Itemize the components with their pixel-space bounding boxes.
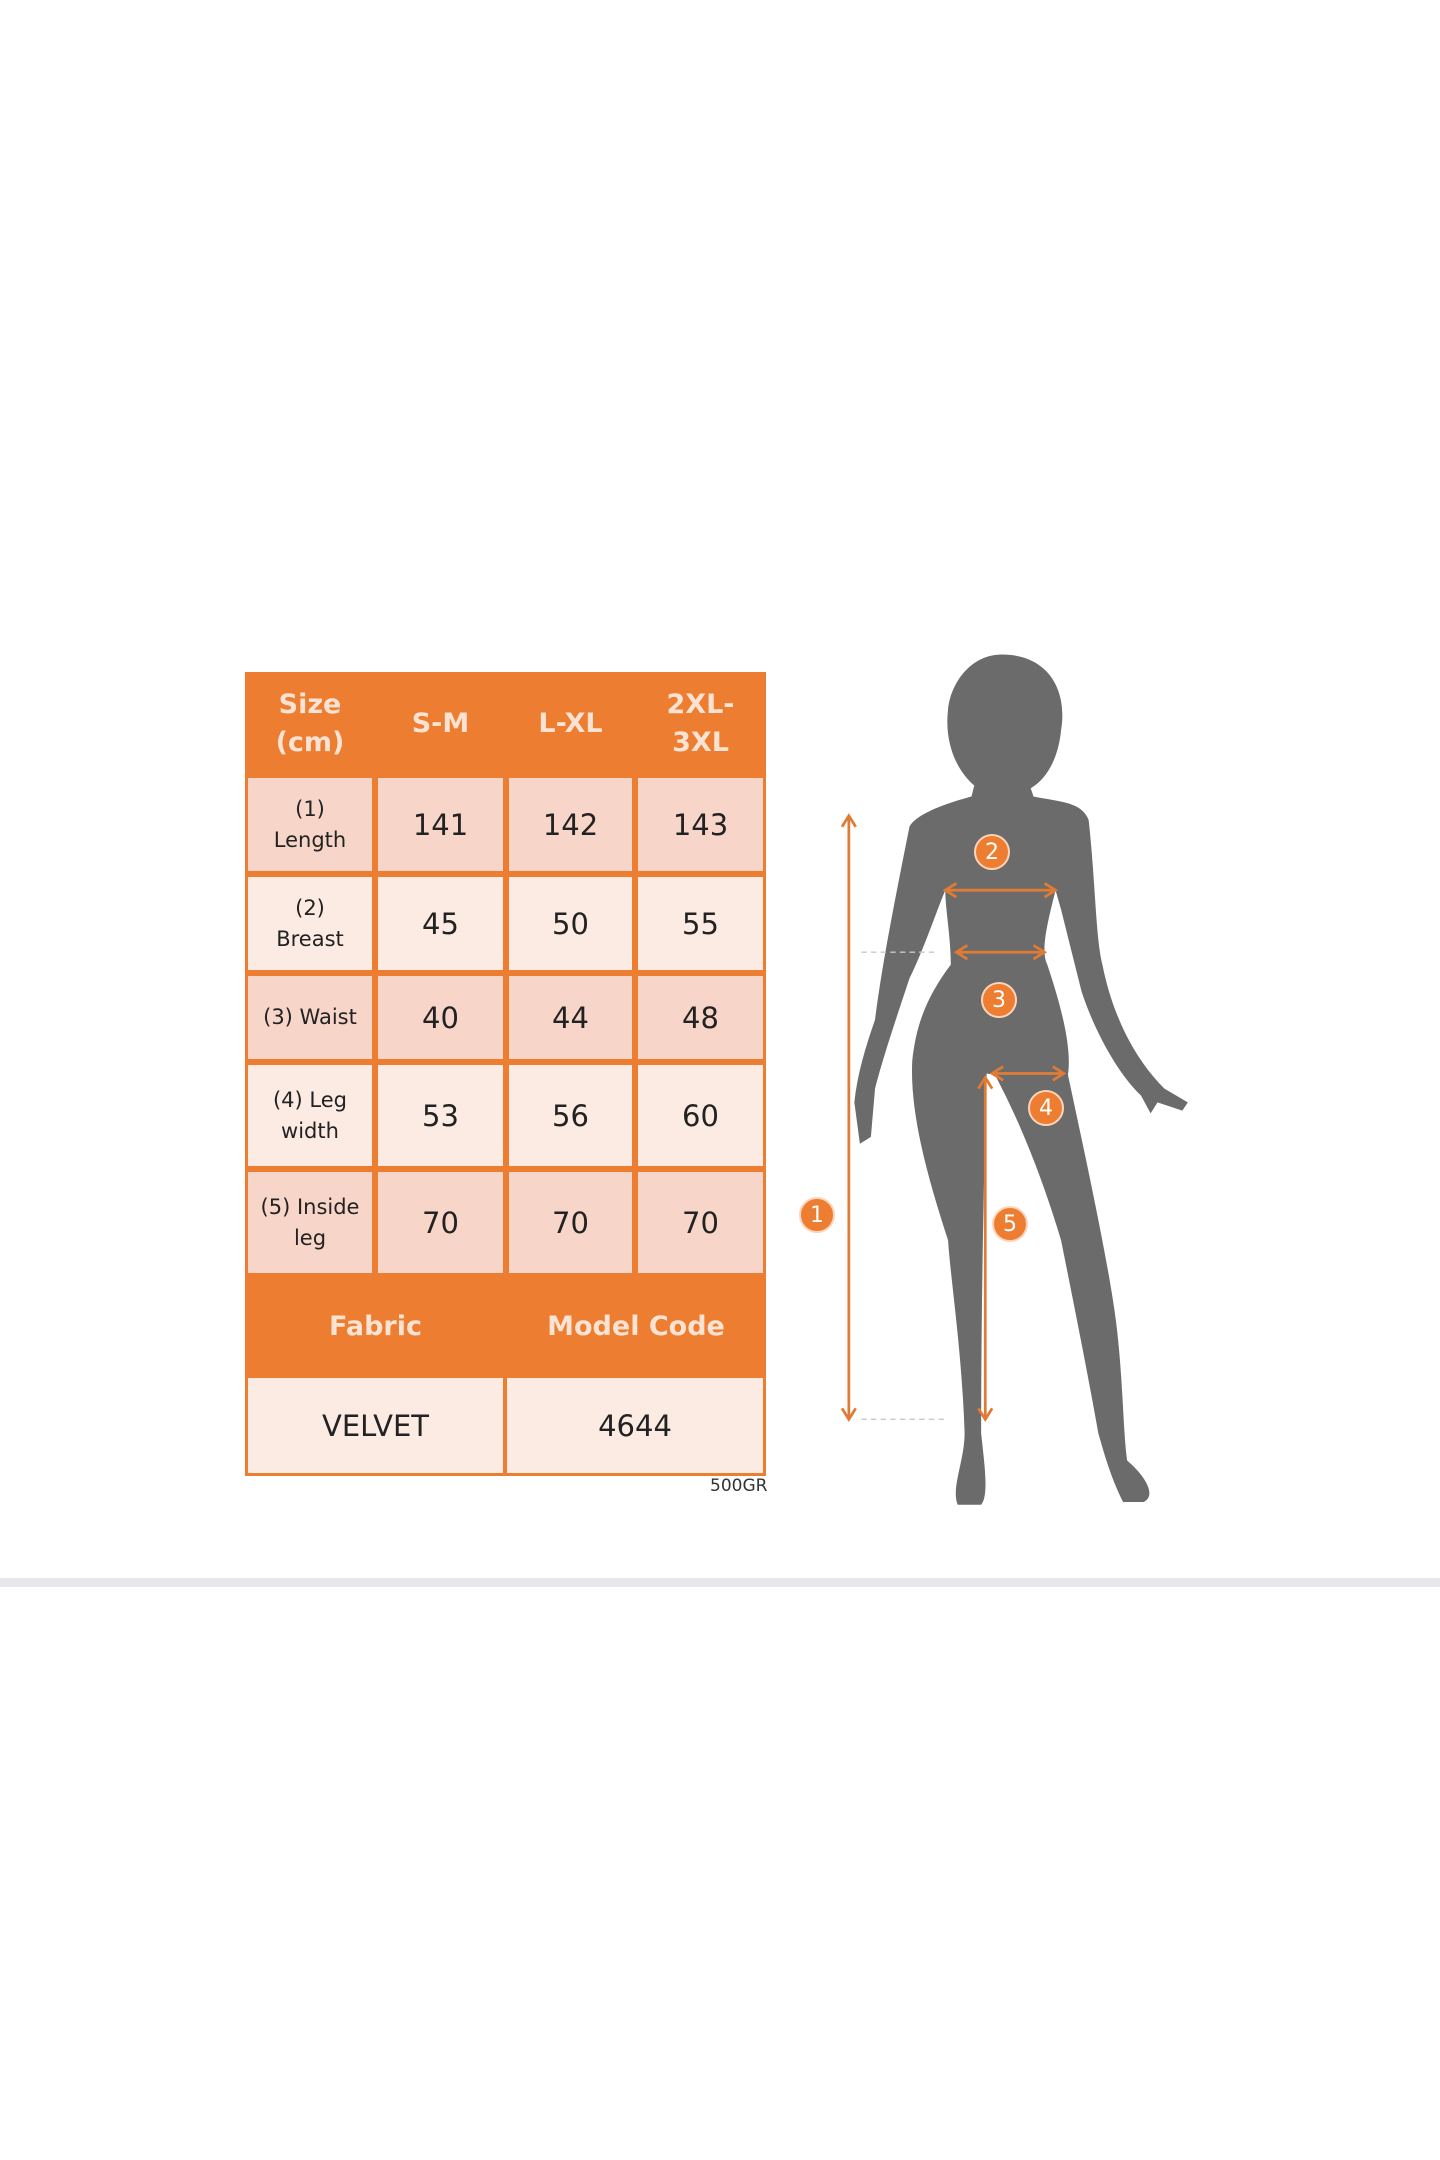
marker-3: 3: [981, 982, 1017, 1018]
row-label: (3) Waist: [248, 976, 372, 1059]
size-value: 60: [638, 1065, 763, 1166]
model-code-value: 4644: [507, 1378, 763, 1473]
size-value: 40: [378, 976, 503, 1059]
inside-leg-arrow: [977, 1074, 994, 1422]
leg-width-arrow: [989, 1065, 1067, 1082]
row-label: (1) Length: [248, 778, 372, 871]
size-value: 48: [638, 976, 763, 1059]
size-value: 143: [638, 778, 763, 871]
size-value: 45: [378, 877, 503, 970]
header-model-code: Model Code: [547, 1311, 725, 1342]
fabric-value: VELVET: [248, 1378, 503, 1473]
marker-5: 5: [992, 1206, 1028, 1242]
section-divider: [0, 1578, 1440, 1587]
size-value: 55: [638, 877, 763, 970]
row-label: (2) Breast: [248, 877, 372, 970]
waist-arrow: [953, 944, 1048, 961]
header-fabric: Fabric: [329, 1311, 422, 1342]
marker-1: 1: [799, 1197, 835, 1233]
weight-label: 500GR: [710, 1476, 768, 1496]
header-size: Size (cm): [275, 688, 345, 758]
header-s-m: S-M: [411, 707, 470, 739]
marker-4: 4: [1028, 1090, 1064, 1126]
size-chart-table: Size (cm) S-M L-XL 2XL-3XL (1) Length 141…: [245, 672, 766, 1476]
size-value: 50: [509, 877, 632, 970]
woman-silhouette: [854, 654, 1188, 1505]
size-value: 56: [509, 1065, 632, 1166]
size-value: 44: [509, 976, 632, 1059]
size-value: 53: [378, 1065, 503, 1166]
size-value: 141: [378, 778, 503, 871]
header-2xl-3xl: 2XL-3XL: [666, 688, 735, 758]
size-value: 70: [509, 1172, 632, 1273]
breast-arrow: [942, 882, 1059, 899]
size-value: 70: [638, 1172, 763, 1273]
length-arrow: [840, 813, 857, 1422]
row-label: (4) Leg width: [248, 1065, 372, 1166]
size-value: 70: [378, 1172, 503, 1273]
row-label: (5) Inside leg: [248, 1172, 372, 1273]
marker-2: 2: [974, 834, 1010, 870]
size-value: 142: [509, 778, 632, 871]
header-l-xl: L-XL: [538, 707, 603, 739]
